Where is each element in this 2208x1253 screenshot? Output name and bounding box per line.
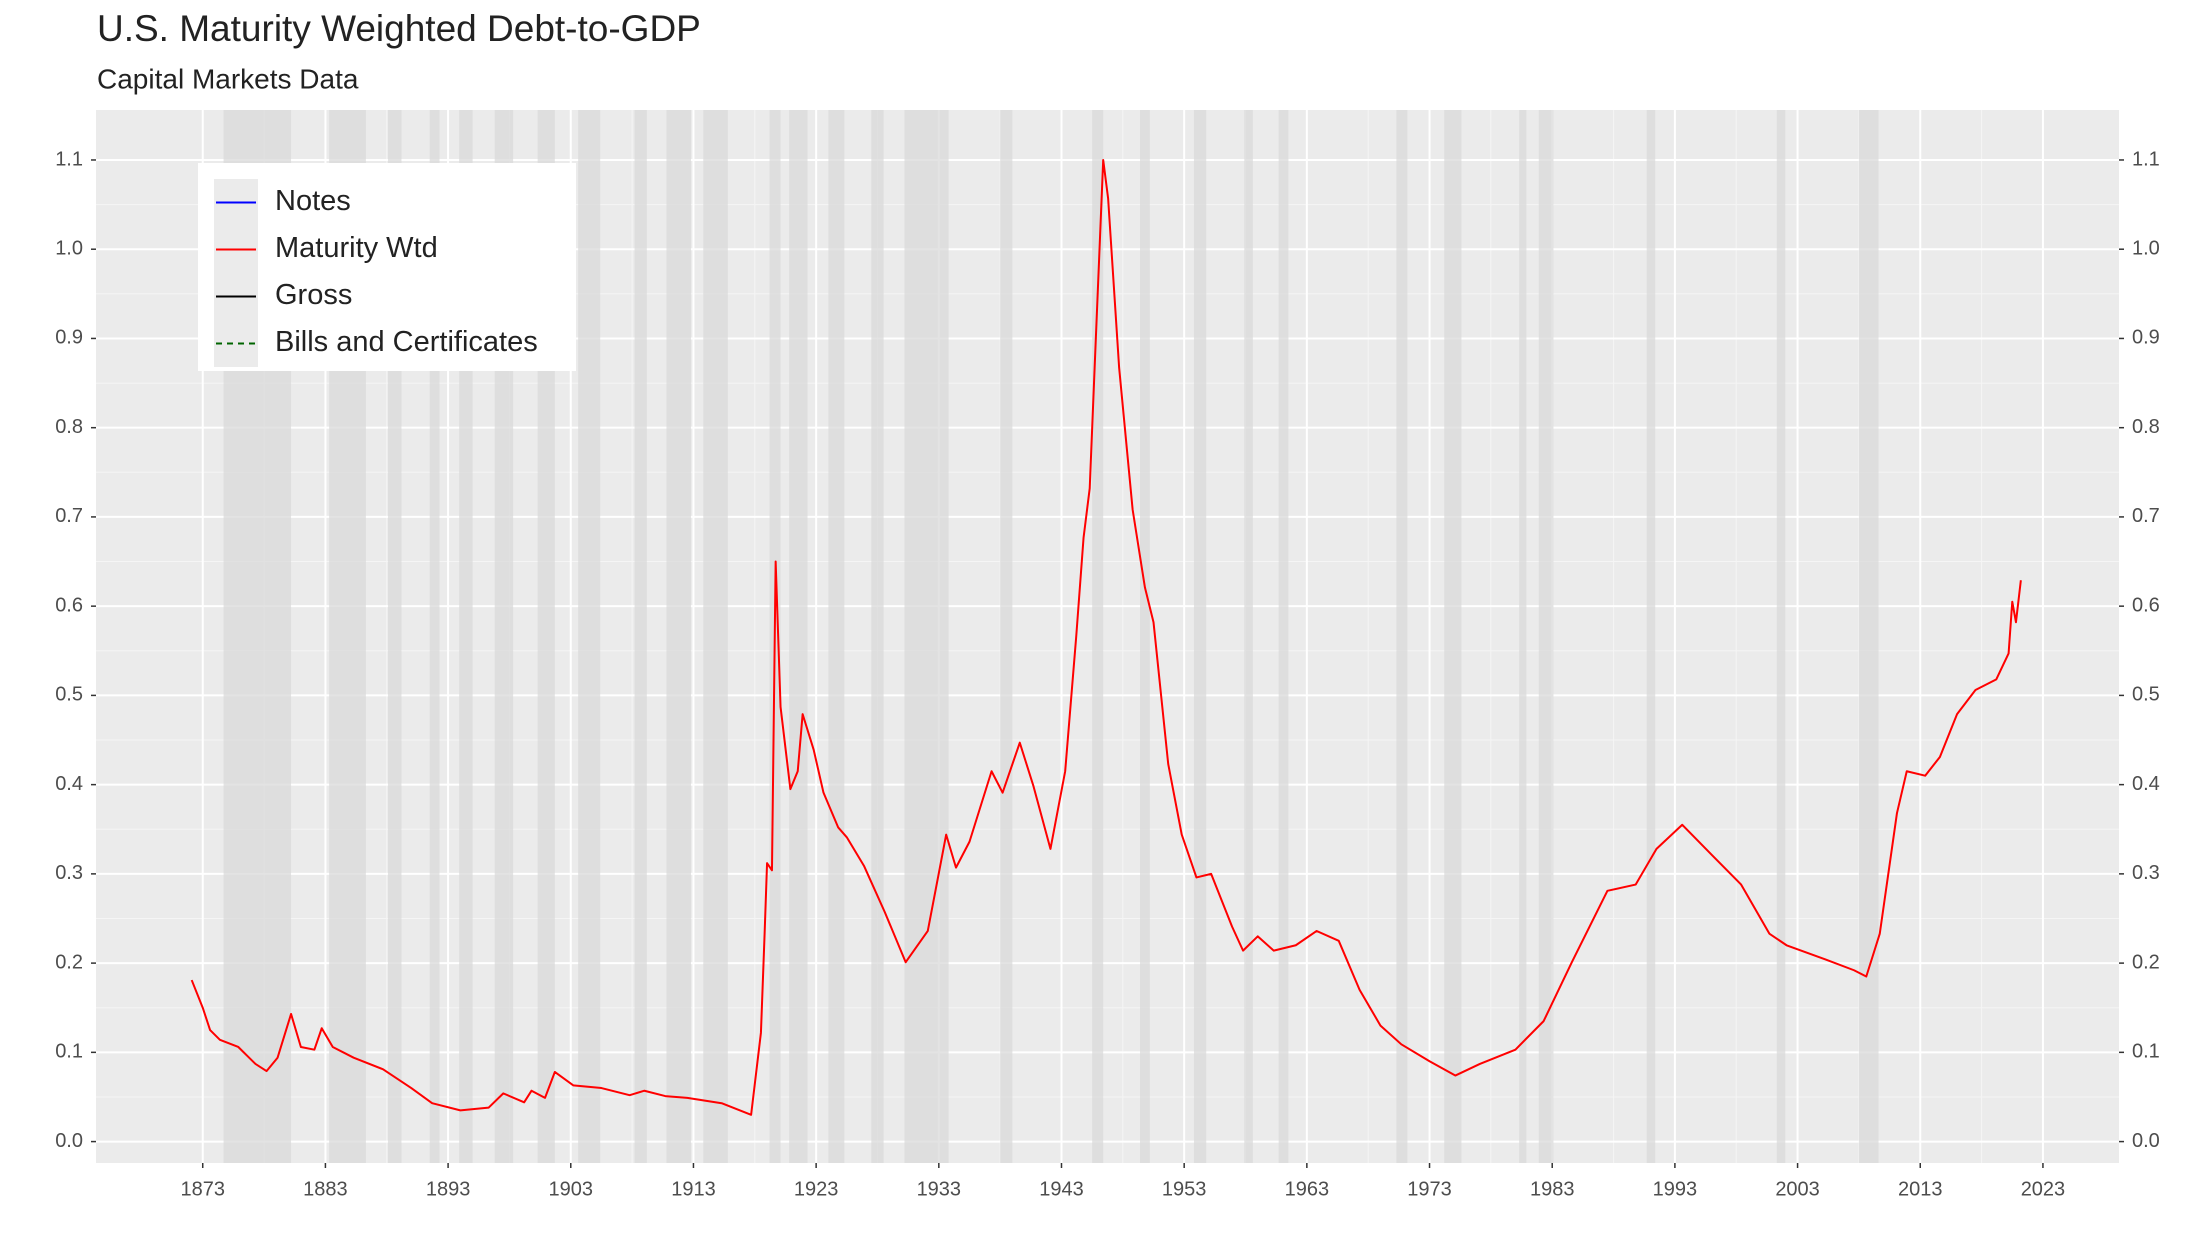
y-tick-label: 0.5 (55, 684, 83, 706)
y2-tick-label: 0.2 (2132, 951, 2160, 973)
y2-tick-label: 0.4 (2132, 773, 2160, 795)
series-line (190, 158, 2022, 1116)
recession-band (634, 110, 647, 1163)
y-tick-label: 1.1 (55, 148, 83, 170)
x-tick-label: 2023 (2021, 1178, 2066, 1200)
recession-band (1444, 110, 1462, 1163)
recession-band (459, 110, 473, 1163)
legend-label: Notes (275, 185, 351, 217)
recession-band (703, 110, 728, 1163)
recession-band (1000, 110, 1013, 1163)
x-tick-label: 2013 (1898, 1178, 1943, 1200)
x-tick-label: 1903 (549, 1178, 594, 1200)
recession-band (789, 110, 808, 1163)
recession-band (1519, 110, 1527, 1163)
legend-label: Bills and Certificates (275, 326, 538, 358)
y-tick-label: 0.8 (55, 416, 83, 438)
recession-band (429, 110, 440, 1163)
chart-subtitle: Capital Markets Data (97, 63, 359, 94)
recession-band (828, 110, 845, 1163)
recession-band (1278, 110, 1289, 1163)
y-tick-label: 0.0 (55, 1130, 83, 1152)
y2-tick-label: 0.3 (2132, 862, 2160, 884)
y-tick-label: 0.1 (55, 1041, 83, 1063)
y-tick-label: 0.3 (55, 862, 83, 884)
x-tick-label: 1873 (180, 1178, 225, 1200)
recession-band (494, 110, 514, 1163)
recession-band (1776, 110, 1786, 1163)
recession-band (1193, 110, 1207, 1163)
x-tick-label: 1883 (303, 1178, 348, 1200)
recession-band (387, 110, 402, 1163)
legend-box (198, 163, 576, 371)
recession-band (666, 110, 691, 1163)
recession-band (1538, 110, 1554, 1163)
y2-tick-label: 1.0 (2132, 237, 2160, 259)
y-tick-label: 0.4 (55, 773, 83, 795)
y2-tick-label: 0.9 (2132, 327, 2160, 349)
y2-tick-label: 0.1 (2132, 1041, 2160, 1063)
chart-title: U.S. Maturity Weighted Debt-to-GDP (97, 8, 701, 49)
x-tick-label: 1973 (1407, 1178, 1452, 1200)
x-tick-label: 1963 (1285, 1178, 1330, 1200)
x-tick-label: 1993 (1653, 1178, 1698, 1200)
y2-tick-label: 0.6 (2132, 594, 2160, 616)
y-tick-label: 0.7 (55, 505, 83, 527)
x-tick-label: 1933 (917, 1178, 962, 1200)
recession-band (1646, 110, 1656, 1163)
x-tick-label: 1953 (1162, 1178, 1207, 1200)
y-tick-label: 0.2 (55, 951, 83, 973)
legend-label: Maturity Wtd (275, 232, 438, 264)
x-tick-label: 1943 (1039, 1178, 1084, 1200)
recession-band (904, 110, 949, 1163)
recession-band (1396, 110, 1408, 1163)
y-tick-label: 1.0 (55, 237, 83, 259)
y2-tick-label: 0.5 (2132, 684, 2160, 706)
recession-band (1244, 110, 1253, 1163)
y2-tick-label: 0.0 (2132, 1130, 2160, 1152)
legend-label: Gross (275, 279, 352, 311)
recession-band (871, 110, 884, 1163)
x-tick-label: 1913 (671, 1178, 716, 1200)
recession-band (578, 110, 601, 1163)
x-tick-label: 1893 (426, 1178, 471, 1200)
x-tick-label: 2003 (1775, 1178, 1820, 1200)
y-tick-label: 0.6 (55, 594, 83, 616)
y2-tick-label: 1.1 (2132, 148, 2160, 170)
x-tick-label: 1983 (1530, 1178, 1575, 1200)
recession-band (1140, 110, 1150, 1163)
y2-tick-label: 0.7 (2132, 505, 2160, 527)
recession-band (1858, 110, 1879, 1163)
y-tick-label: 0.9 (55, 327, 83, 349)
y2-tick-label: 0.8 (2132, 416, 2160, 438)
recession-band (1092, 110, 1104, 1163)
x-tick-label: 1923 (794, 1178, 839, 1200)
recession-band (537, 110, 555, 1163)
